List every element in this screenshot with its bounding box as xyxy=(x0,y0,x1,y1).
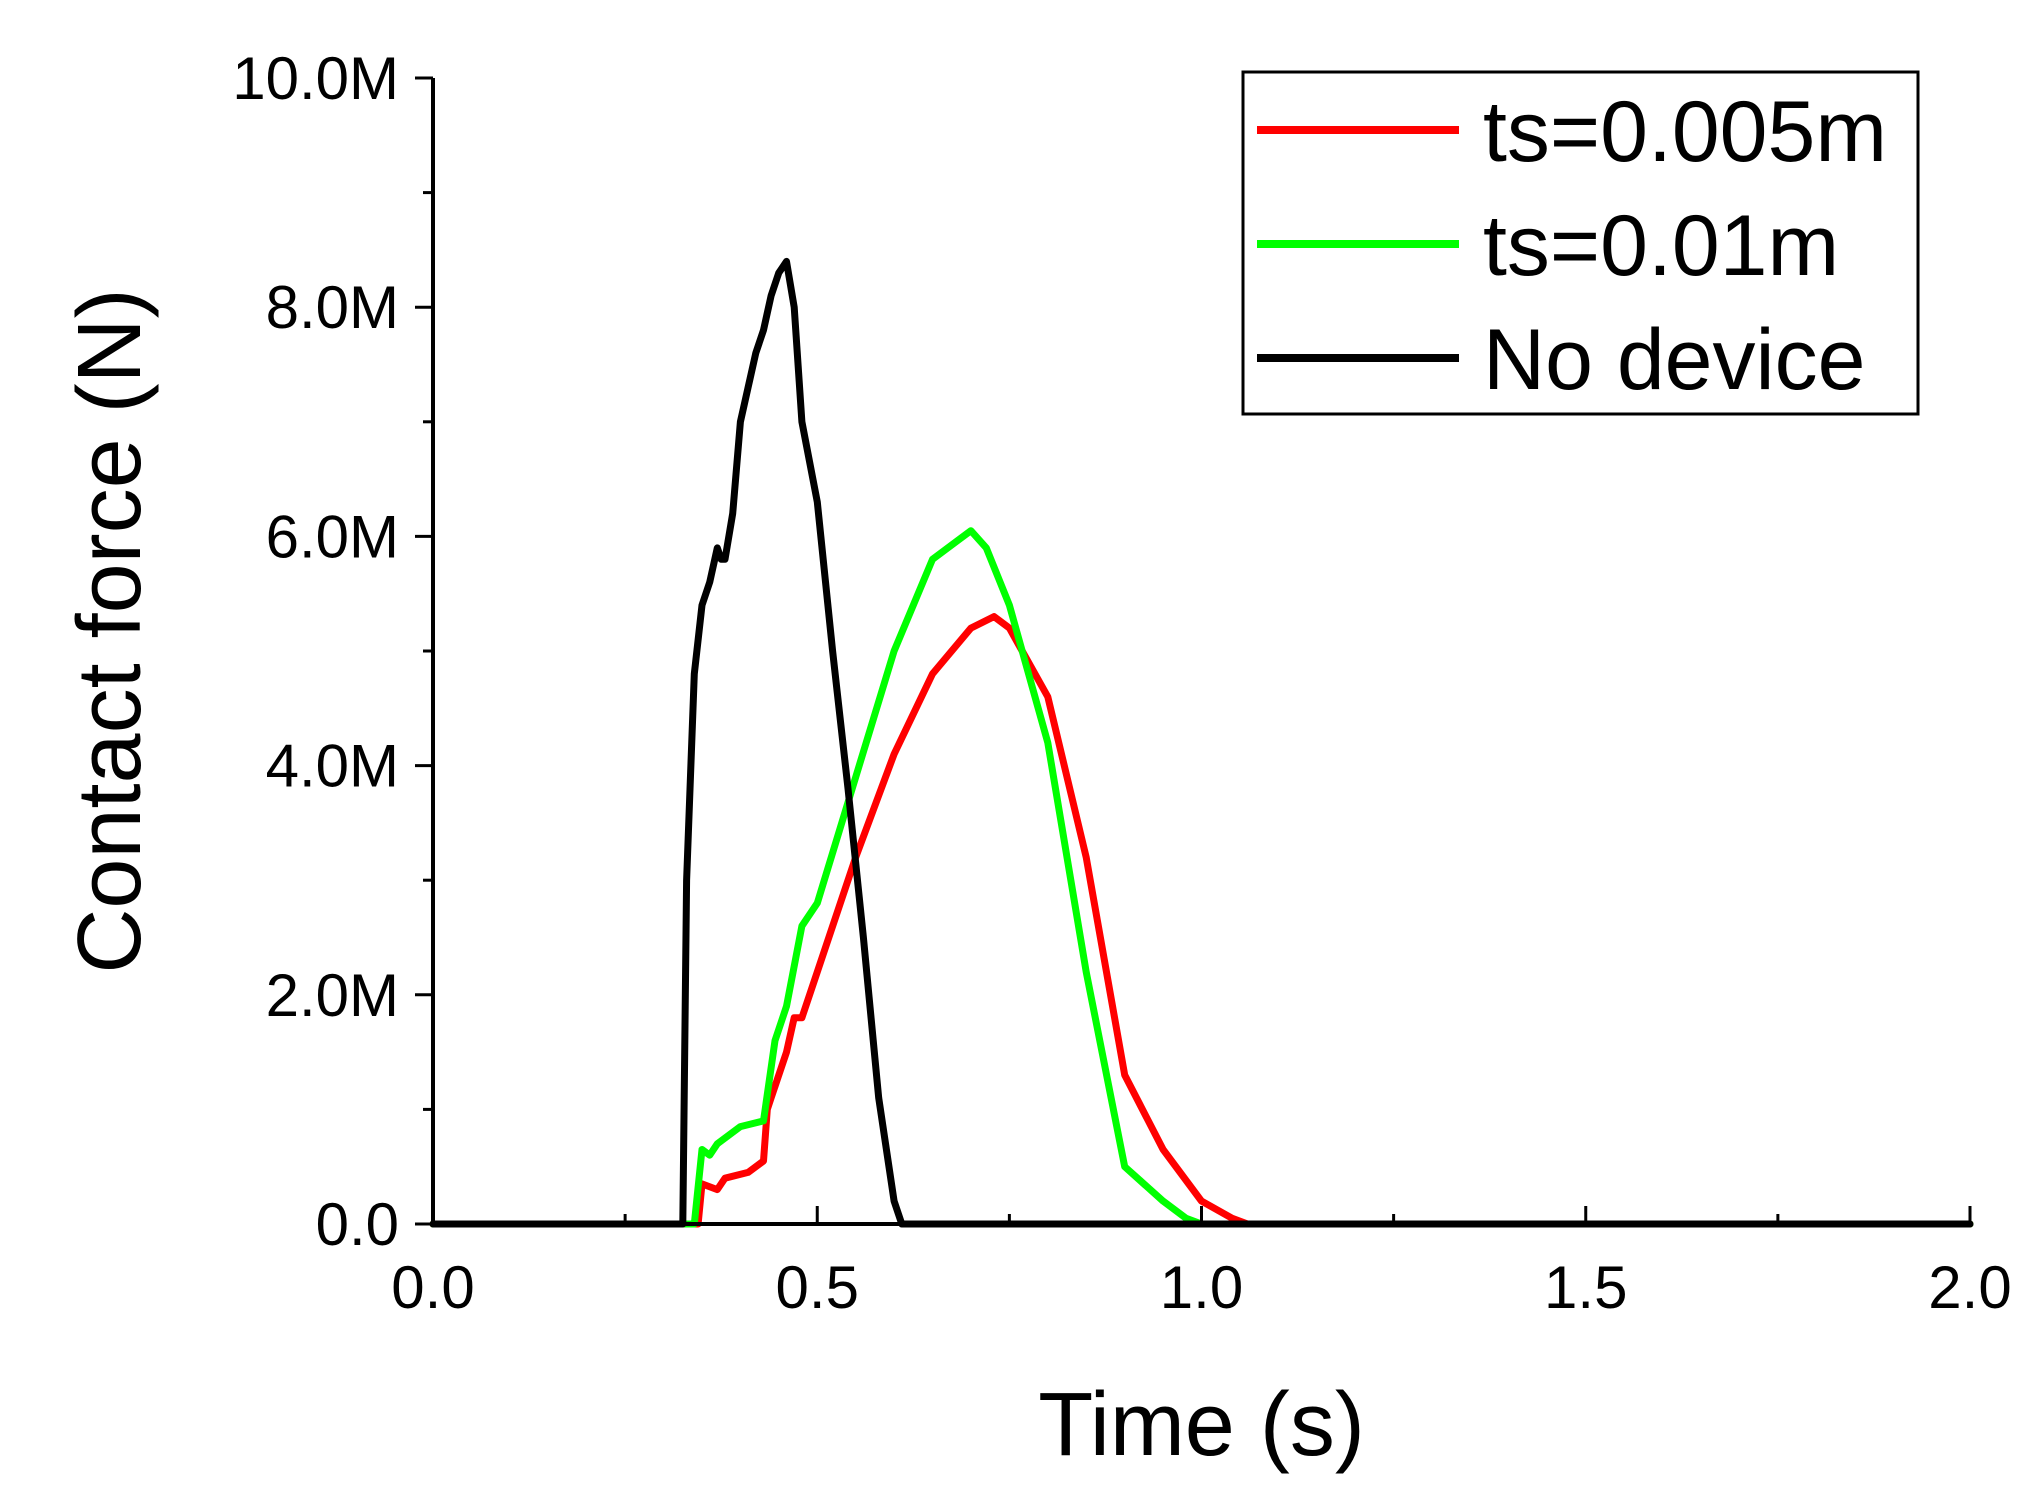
x-tick-label: 1.5 xyxy=(1544,1254,1627,1321)
series-line-ts-0-01m xyxy=(429,527,1974,1228)
legend: ts=0.005m ts=0.01m No device xyxy=(1241,70,1920,416)
legend-label: No device xyxy=(1483,312,1865,408)
x-axis-title: Time (s) xyxy=(1038,1375,1365,1475)
y-tick-label: 0.0 xyxy=(316,1191,399,1258)
x-tick-label: 0.5 xyxy=(776,1254,859,1321)
y-tick-label: 10.0M xyxy=(232,45,399,112)
series-line-no-device xyxy=(429,257,1974,1228)
legend-items: ts=0.005m ts=0.01m No device xyxy=(1257,84,1887,408)
y-axis-title: Contact force (N) xyxy=(60,288,160,973)
y-tick-label: 4.0M xyxy=(266,733,399,800)
legend-label: ts=0.005m xyxy=(1483,84,1887,180)
y-tick-label: 6.0M xyxy=(266,503,399,570)
ticks: 0.0 0.5 1.0 1.5 2.0 0.0 2.0M 4.0M 6.0M 8.0M 10.0M xyxy=(232,45,2011,1321)
legend-label: ts=0.01m xyxy=(1483,198,1839,294)
series-layer xyxy=(429,257,1974,1228)
x-tick-label: 2.0 xyxy=(1928,1254,2011,1321)
x-tick-label: 0.0 xyxy=(391,1254,474,1321)
y-tick-label: 2.0M xyxy=(266,962,399,1029)
x-tick-label: 1.0 xyxy=(1160,1254,1243,1321)
series-line-ts-0-005m xyxy=(429,613,1974,1228)
y-tick-label: 8.0M xyxy=(266,274,399,341)
